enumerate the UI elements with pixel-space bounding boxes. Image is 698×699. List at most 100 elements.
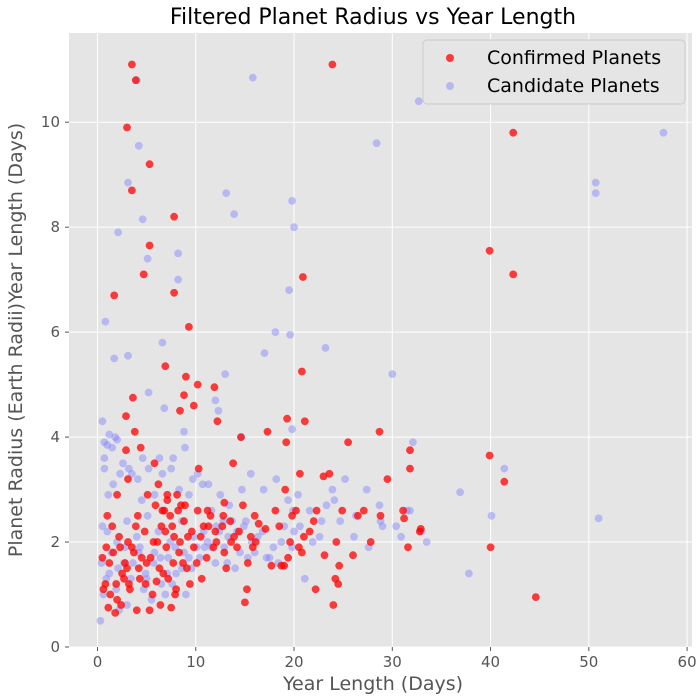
candidate-point (109, 480, 118, 489)
confirmed-point (243, 585, 251, 594)
candidate-point (144, 388, 153, 397)
candidate-series (96, 73, 668, 625)
confirmed-point (292, 506, 300, 515)
confirmed-point (226, 517, 235, 525)
confirmed-point (141, 580, 150, 588)
confirmed-point (118, 569, 126, 578)
confirmed-point (154, 480, 163, 489)
candidate-point (167, 464, 176, 473)
confirmed-point (150, 459, 159, 468)
candidate-point (269, 543, 278, 552)
confirmed-point (108, 522, 117, 531)
confirmed-point (211, 527, 220, 536)
confirmed-point (416, 525, 425, 533)
confirmed-point (148, 590, 157, 599)
confirmed-point (283, 414, 291, 423)
candidate-point (160, 404, 169, 413)
confirmed-point (366, 538, 375, 546)
confirmed-point (145, 606, 154, 615)
confirmed-point (134, 564, 143, 573)
confirmed-point (174, 506, 183, 515)
confirmed-point (167, 603, 176, 612)
candidate-point (487, 511, 496, 520)
candidate-point (138, 215, 147, 224)
confirmed-point (156, 601, 165, 609)
candidate-point (158, 338, 167, 347)
confirmed-point (328, 60, 337, 69)
confirmed-point (213, 417, 222, 426)
candidate-point (330, 496, 339, 504)
candidate-point (119, 459, 127, 468)
confirmed-point (334, 580, 343, 588)
candidate-point (164, 553, 173, 562)
confirmed-point (254, 519, 263, 528)
candidate-point (132, 532, 141, 541)
confirmed-point (349, 551, 357, 560)
confirmed-point (117, 601, 125, 609)
confirmed-point (132, 606, 141, 615)
candidate-point (294, 490, 302, 499)
confirmed-point (325, 469, 334, 478)
confirmed-point (222, 564, 231, 573)
confirmed-point (271, 506, 280, 515)
candidate-point (422, 538, 431, 546)
confirmed-point (185, 323, 193, 331)
x-tick-label: 0 (93, 653, 103, 671)
confirmed-point (122, 412, 130, 420)
candidate-point (296, 522, 304, 531)
candidate-point (378, 522, 387, 531)
confirmed-point (281, 485, 290, 494)
candidate-point (286, 330, 294, 339)
candidate-point (272, 475, 281, 483)
confirmed-point (180, 391, 188, 399)
confirmed-point (230, 532, 239, 541)
candidate-point (155, 454, 164, 462)
confirmed-point (136, 443, 145, 452)
y-tick-label: 10 (41, 113, 60, 131)
confirmed-point (152, 577, 161, 586)
confirmed-point (116, 543, 124, 552)
x-axis-ticks: 0 10 20 30 40 50 60 (93, 647, 697, 671)
y-tick-label: 6 (50, 323, 60, 341)
candidate-point (123, 517, 131, 525)
confirmed-point (239, 501, 247, 510)
confirmed-point (186, 580, 194, 588)
candidate-point (110, 354, 119, 363)
x-tick-label: 10 (186, 653, 205, 671)
candidate-point (98, 417, 107, 426)
confirmed-point (298, 367, 306, 376)
candidate-point (108, 443, 117, 452)
candidate-point (144, 464, 153, 473)
confirmed-point (140, 527, 149, 536)
confirmed-point (375, 427, 384, 436)
candidate-point (362, 485, 371, 494)
confirmed-point (312, 506, 321, 515)
confirmed-point (319, 472, 328, 481)
confirmed-point (261, 525, 270, 533)
candidate-point (156, 553, 165, 562)
confirmed-point (161, 527, 170, 536)
confirmed-series (98, 60, 540, 617)
confirmed-point (311, 585, 320, 594)
confirmed-point (142, 559, 151, 567)
confirmed-point (124, 538, 132, 546)
confirmed-point (189, 401, 198, 410)
confirmed-point (181, 501, 189, 510)
candidate-point (185, 490, 193, 499)
confirmed-point (335, 561, 344, 570)
confirmed-point (509, 270, 518, 279)
confirmed-point (277, 561, 286, 570)
candidate-point (111, 433, 120, 441)
legend-marker-confirmed (446, 54, 454, 62)
candidate-point (262, 553, 271, 562)
confirmed-point (176, 406, 184, 415)
x-tick-label: 50 (579, 653, 598, 671)
confirmed-point (130, 427, 139, 436)
confirmed-point (102, 543, 111, 552)
candidate-point (188, 475, 197, 483)
confirmed-point (206, 511, 215, 520)
confirmed-point (127, 186, 136, 195)
confirmed-point (145, 160, 154, 169)
confirmed-point (299, 273, 307, 281)
data-points (96, 60, 668, 625)
